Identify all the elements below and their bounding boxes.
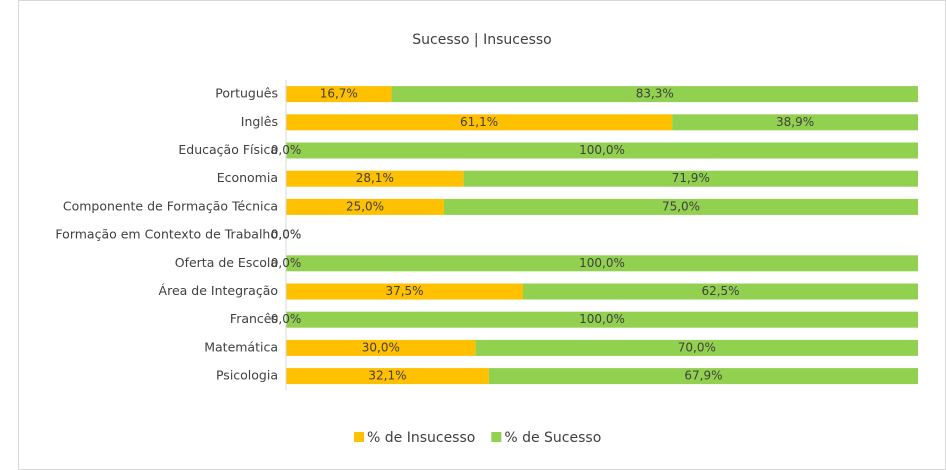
legend-label: % de Sucesso: [504, 430, 601, 446]
category-label: Inglês: [241, 114, 278, 129]
bar-segment: [286, 255, 918, 272]
data-label: 25,0%: [346, 199, 384, 213]
legend-swatch: [354, 432, 364, 442]
bar-segment: [391, 86, 918, 103]
bar-segment: [523, 283, 918, 300]
bar-segment: [475, 339, 918, 356]
data-label: 28,1%: [356, 171, 394, 185]
data-label: 100,0%: [579, 256, 625, 270]
bar-segment: [286, 339, 476, 356]
bar-segment: [286, 311, 918, 328]
chart-frame: [18, 0, 946, 470]
category-label: Francês: [230, 311, 278, 326]
data-label: 75,0%: [662, 199, 700, 213]
data-label: 0,0%: [271, 256, 302, 270]
data-label: 0,0%: [271, 143, 302, 157]
data-label: 0,0%: [271, 228, 302, 242]
data-label: 67,9%: [684, 369, 722, 383]
category-label: Educação Física: [178, 142, 278, 157]
bar-segment: [463, 170, 918, 187]
bar-segment: [286, 198, 444, 215]
category-label: Oferta de Escola: [175, 255, 278, 270]
legend-label: % de Insucesso: [367, 430, 475, 446]
data-label: 83,3%: [636, 87, 674, 101]
data-label: 61,1%: [460, 115, 498, 129]
bar-segment: [444, 198, 918, 215]
data-label: 16,7%: [320, 87, 358, 101]
category-label: Português: [215, 86, 278, 101]
data-label: 0,0%: [271, 312, 302, 326]
category-label: Formação em Contexto de Trabalho: [55, 227, 278, 242]
data-label: 0,0%: [271, 228, 302, 242]
category-label: Psicologia: [216, 368, 278, 383]
data-label: 100,0%: [579, 312, 625, 326]
bar-segment: [286, 368, 489, 385]
data-label: 32,1%: [368, 369, 406, 383]
data-label: 38,9%: [776, 115, 814, 129]
category-label: Matemática: [204, 339, 278, 354]
bar-segment: [286, 86, 392, 103]
category-label: Área de Integração: [159, 283, 278, 298]
category-label: Componente de Formação Técnica: [63, 198, 278, 213]
data-label: 100,0%: [579, 143, 625, 157]
category-label: Economia: [217, 170, 278, 185]
bar-segment: [286, 114, 673, 131]
bar-segment: [286, 142, 918, 159]
bar-segment: [286, 170, 464, 187]
data-label: 71,9%: [672, 171, 710, 185]
data-label: 30,0%: [362, 340, 400, 354]
data-label: 70,0%: [678, 340, 716, 354]
data-label: 62,5%: [701, 284, 739, 298]
legend-swatch: [491, 432, 502, 442]
bar-segment: [672, 114, 918, 131]
data-label: 37,5%: [385, 284, 423, 298]
bar-segment: [286, 283, 523, 300]
chart-title: Sucesso | Insucesso: [412, 32, 551, 48]
bar-segment: [488, 368, 918, 385]
